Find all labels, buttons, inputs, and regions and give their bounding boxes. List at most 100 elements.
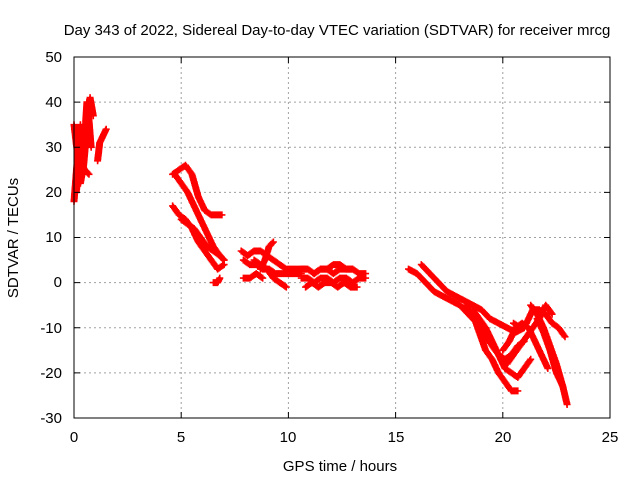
data-point [255, 272, 258, 275]
data-point [364, 272, 367, 275]
data-point [278, 281, 282, 284]
data-point [76, 150, 79, 153]
data-point [220, 213, 224, 217]
data-point [259, 249, 262, 253]
data-point [246, 254, 249, 257]
data-point [488, 317, 492, 320]
data-point [533, 340, 537, 343]
data-point [186, 191, 189, 194]
data-point [177, 168, 181, 172]
data-point [557, 326, 560, 329]
data-point [222, 258, 226, 262]
data-point [263, 258, 267, 262]
x-tick-label: 10 [280, 429, 297, 446]
data-point [505, 362, 509, 366]
data-point [79, 159, 82, 162]
data-point [345, 267, 348, 271]
data-point [478, 317, 481, 320]
data-point-markers [417, 261, 528, 336]
data-point [518, 326, 522, 329]
data-point [272, 258, 275, 262]
data-point [471, 303, 474, 307]
data-point [171, 204, 174, 208]
series-trace-21h-e [533, 315, 567, 390]
x-axis-label: GPS time / hours [283, 458, 397, 475]
data-point [523, 367, 526, 370]
data-point [304, 285, 307, 289]
data-point [267, 245, 271, 248]
data-point [87, 173, 91, 176]
data-point-markers [94, 125, 110, 165]
data-point [497, 371, 500, 375]
data-point [83, 168, 86, 172]
data-point [508, 340, 511, 343]
data-point [471, 313, 474, 316]
data-point [259, 267, 262, 271]
data-point [317, 285, 320, 289]
series-trace-early-d [94, 125, 110, 165]
data-point [205, 231, 209, 235]
data-point [484, 326, 487, 329]
data-point [287, 272, 290, 275]
data-point [300, 267, 303, 271]
y-tick-label: 0 [54, 274, 62, 291]
data-point [525, 335, 528, 338]
data-point [516, 389, 520, 393]
data-point [306, 276, 309, 280]
data-point [490, 340, 494, 343]
data-point [437, 281, 440, 284]
data-point [173, 173, 176, 176]
data-point [503, 367, 507, 370]
data-point [306, 267, 309, 271]
series-trace-17h-b [417, 261, 528, 336]
series-trace-11h-d [310, 261, 357, 278]
data-point [285, 267, 288, 271]
data-point [265, 267, 269, 271]
series-trace-5h-a [169, 161, 226, 219]
data-point [203, 209, 206, 212]
data-point [212, 249, 215, 253]
data-point [89, 146, 93, 149]
data-point [212, 281, 215, 284]
data-point [355, 285, 359, 289]
data-point [278, 263, 282, 266]
y-tick-label: 20 [45, 184, 62, 201]
data-point [192, 227, 196, 230]
data-point [310, 281, 314, 284]
data-point [285, 285, 288, 289]
data-point [192, 204, 196, 208]
data-point [349, 285, 352, 289]
data-point [501, 349, 504, 352]
data-point [529, 303, 532, 307]
data-point [272, 276, 275, 280]
data-point [332, 263, 335, 266]
data-point [458, 303, 462, 307]
data-point [463, 299, 466, 302]
data-point [420, 263, 423, 266]
data-point [186, 222, 189, 226]
data-point [518, 344, 522, 347]
data-point [210, 213, 213, 217]
data-point [330, 281, 333, 284]
data-point [480, 308, 483, 311]
data-point [325, 267, 329, 271]
data-point [180, 218, 183, 221]
data-point [561, 385, 565, 388]
data-point [293, 272, 297, 275]
data-point [280, 272, 284, 275]
data-point [216, 213, 219, 217]
data-point [415, 272, 419, 275]
data-point [364, 276, 367, 280]
data-point [300, 272, 303, 275]
data-point [261, 276, 264, 280]
data-point [210, 258, 213, 262]
data-point [312, 272, 316, 275]
data-point [197, 195, 200, 199]
data-point [490, 358, 494, 361]
data-point [565, 403, 569, 406]
data-point [345, 276, 348, 280]
data-point [357, 276, 361, 280]
data-point [319, 267, 322, 271]
data-point [544, 303, 547, 307]
